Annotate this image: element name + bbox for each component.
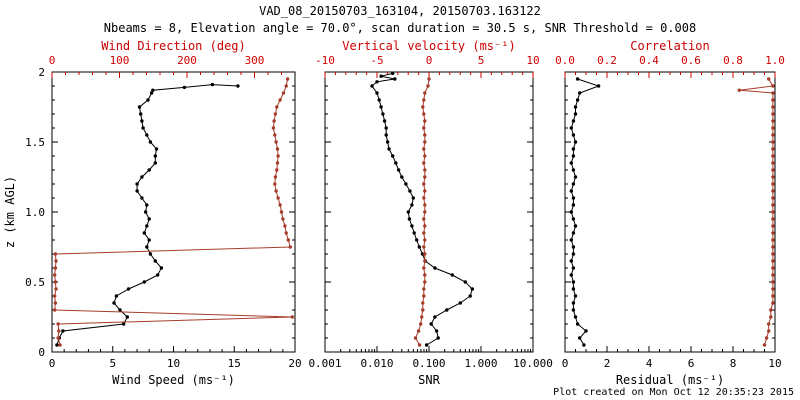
wind-bottom-axis: 0 5 10 15 20 Wind Speed (ms⁻¹) bbox=[49, 346, 302, 387]
residual-profile-series bbox=[569, 77, 601, 347]
snr-bottom-tick-label: 10.000 bbox=[513, 357, 553, 370]
residual-bottom-tick-label: 6 bbox=[688, 357, 695, 370]
residual-top-axis-title: Correlation bbox=[630, 39, 709, 53]
snr-top-tick-label: 0 bbox=[426, 54, 433, 67]
residual-top-tick-label: 0.6 bbox=[681, 54, 701, 67]
residual-bottom-tick-label: 0 bbox=[562, 357, 569, 370]
snr-profile-series bbox=[370, 71, 474, 347]
residual-top-tick-label: 0.0 bbox=[555, 54, 575, 67]
residual-bottom-tick-label: 2 bbox=[604, 357, 611, 370]
wind-bottom-tick-label: 10 bbox=[167, 357, 180, 370]
snr-top-tick-label: 5 bbox=[478, 54, 485, 67]
y-tick-label: 0 bbox=[38, 346, 45, 359]
residual-top-tick-label: 0.2 bbox=[597, 54, 617, 67]
residual-bottom-tick-label: 10 bbox=[768, 357, 781, 370]
snr-top-axis-title: Vertical velocity (ms⁻¹) bbox=[342, 39, 515, 53]
wind-top-tick-label: 200 bbox=[177, 54, 197, 67]
wind-direction-series bbox=[53, 77, 294, 347]
wind-bottom-tick-label: 5 bbox=[109, 357, 116, 370]
snr-bottom-tick-label: 1.000 bbox=[464, 357, 497, 370]
residual-bottom-tick-label: 8 bbox=[730, 357, 737, 370]
residual-bottom-axis-title: Residual (ms⁻¹) bbox=[616, 373, 724, 387]
wind-top-tick-label: 300 bbox=[245, 54, 265, 67]
plot-subtitle: Nbeams = 8, Elevation angle = 70.0°, sca… bbox=[103, 21, 697, 35]
y-tick-label: 2 bbox=[38, 66, 45, 79]
y-axis-title: z (km AGL) bbox=[3, 176, 17, 248]
residual-top-tick-label: 0.8 bbox=[723, 54, 743, 67]
correlation-series bbox=[737, 77, 775, 347]
residual-plot-box bbox=[564, 71, 776, 353]
snr-bottom-tick-label: 0.100 bbox=[412, 357, 445, 370]
snr-top-tick-label: -10 bbox=[315, 54, 335, 67]
wind-top-tick-label: 0 bbox=[49, 54, 56, 67]
y-tick-label: 0.5 bbox=[25, 276, 45, 289]
panel-residual: 0 2 4 6 8 10 Residual (ms⁻¹) 0.0 0.2 0.4 0.6 0.8 1.0… bbox=[555, 39, 785, 387]
snr-top-axis: -10 -5 0 5 10 Vertical velocity (ms⁻¹) bbox=[315, 39, 540, 78]
wind-speed-series bbox=[55, 82, 240, 347]
snr-bottom-axis: 0.001 0.010 0.100 1.000 10.000 SNR bbox=[308, 346, 553, 387]
wind-bottom-tick-label: 15 bbox=[228, 357, 241, 370]
snr-bottom-axis-title: SNR bbox=[418, 373, 440, 387]
residual-top-tick-label: 1.0 bbox=[765, 54, 785, 67]
snr-bottom-tick-label: 0.010 bbox=[360, 357, 393, 370]
wind-bottom-axis-title: Wind Speed (ms⁻¹) bbox=[112, 373, 235, 387]
wind-bottom-tick-label: 0 bbox=[49, 357, 56, 370]
y-tick-label: 1.0 bbox=[25, 206, 45, 219]
plot-title: VAD_08_20150703_163104, 20150703.163122 bbox=[259, 4, 541, 18]
residual-top-tick-label: 0.4 bbox=[639, 54, 659, 67]
residual-bottom-tick-label: 4 bbox=[646, 357, 653, 370]
wind-top-axis-title: Wind Direction (deg) bbox=[101, 39, 246, 53]
vertical-velocity-series bbox=[413, 77, 431, 347]
panel-snr: 0.001 0.010 0.100 1.000 10.000 SNR -10 -5 0 5 10 Ve… bbox=[308, 39, 552, 387]
wind-plot-box bbox=[51, 71, 296, 353]
y-tick-label: 1.5 bbox=[25, 136, 45, 149]
snr-plot-box bbox=[324, 71, 534, 353]
plot-created-note: Plot created on Mon Oct 12 20:35:23 2015 bbox=[553, 387, 794, 398]
wind-top-tick-label: 100 bbox=[110, 54, 130, 67]
wind-y-axis: 0 0.5 1.0 1.5 2 bbox=[25, 66, 295, 359]
snr-y-axis bbox=[325, 71, 533, 353]
snr-bottom-tick-label: 0.001 bbox=[308, 357, 341, 370]
snr-top-tick-label: 10 bbox=[526, 54, 539, 67]
residual-top-axis: 0.0 0.2 0.4 0.6 0.8 1.0 Correlation bbox=[555, 39, 785, 78]
wind-bottom-tick-label: 20 bbox=[288, 357, 301, 370]
residual-bottom-axis: 0 2 4 6 8 10 Residual (ms⁻¹) bbox=[562, 346, 782, 387]
residual-y-axis bbox=[565, 71, 775, 353]
snr-top-tick-label: -5 bbox=[370, 54, 383, 67]
